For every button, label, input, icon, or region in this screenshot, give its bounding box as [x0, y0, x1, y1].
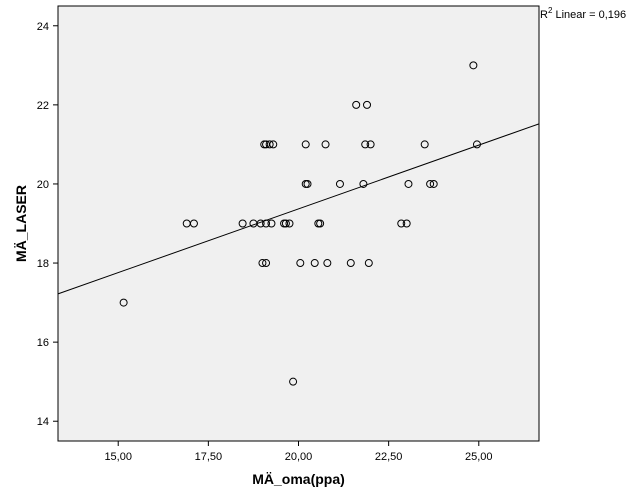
- data-point: [256, 219, 265, 228]
- data-point: [262, 219, 271, 228]
- x-tick-label: 15,00: [104, 451, 132, 463]
- data-point: [472, 140, 481, 149]
- data-point: [346, 259, 355, 268]
- data-point: [296, 259, 305, 268]
- data-point: [321, 140, 330, 149]
- data-point: [285, 219, 294, 228]
- data-point: [289, 377, 298, 386]
- r-squared-annotation: R2 Linear = 0,196: [540, 6, 626, 21]
- x-tick-label: 22,50: [375, 451, 403, 463]
- r-squared-value: Linear = 0,196: [552, 9, 626, 21]
- y-tick-label: 22: [37, 100, 49, 112]
- data-point: [426, 179, 435, 188]
- data-point: [310, 259, 319, 268]
- data-point: [323, 259, 332, 268]
- data-point: [262, 259, 271, 268]
- data-point: [352, 100, 361, 109]
- data-point: [303, 179, 312, 188]
- r-squared-symbol: R: [540, 9, 548, 21]
- data-point: [265, 140, 274, 149]
- x-tick-label: 20,00: [285, 451, 313, 463]
- y-tick-label: 18: [37, 258, 49, 270]
- plot-area: [57, 5, 540, 442]
- data-point: [397, 219, 406, 228]
- data-point: [301, 140, 310, 149]
- y-tick-label: 24: [37, 21, 49, 33]
- data-point: [267, 219, 276, 228]
- data-point: [429, 179, 438, 188]
- x-axis-title: MÄ_oma(ppa): [252, 471, 345, 487]
- data-point: [119, 298, 128, 307]
- data-point: [363, 100, 372, 109]
- data-point: [238, 219, 247, 228]
- y-tick-label: 14: [37, 416, 49, 428]
- fit-line: [57, 123, 540, 295]
- data-point: [364, 259, 373, 268]
- data-point: [316, 219, 325, 228]
- data-point: [269, 140, 278, 149]
- y-tick-label: 16: [37, 337, 49, 349]
- data-point: [420, 140, 429, 149]
- data-point: [361, 140, 370, 149]
- data-point: [469, 61, 478, 70]
- y-axis-title: MÄ_LASER: [13, 185, 29, 262]
- data-point: [402, 219, 411, 228]
- x-tick-label: 25,00: [465, 451, 493, 463]
- data-point: [366, 140, 375, 149]
- data-point: [335, 179, 344, 188]
- data-point: [404, 179, 413, 188]
- y-tick-label: 20: [37, 179, 49, 191]
- x-tick-label: 17,50: [195, 451, 223, 463]
- data-point: [258, 259, 267, 268]
- r-squared-superscript: 2: [548, 6, 553, 15]
- data-point: [189, 219, 198, 228]
- data-point: [281, 219, 290, 228]
- data-point: [359, 179, 368, 188]
